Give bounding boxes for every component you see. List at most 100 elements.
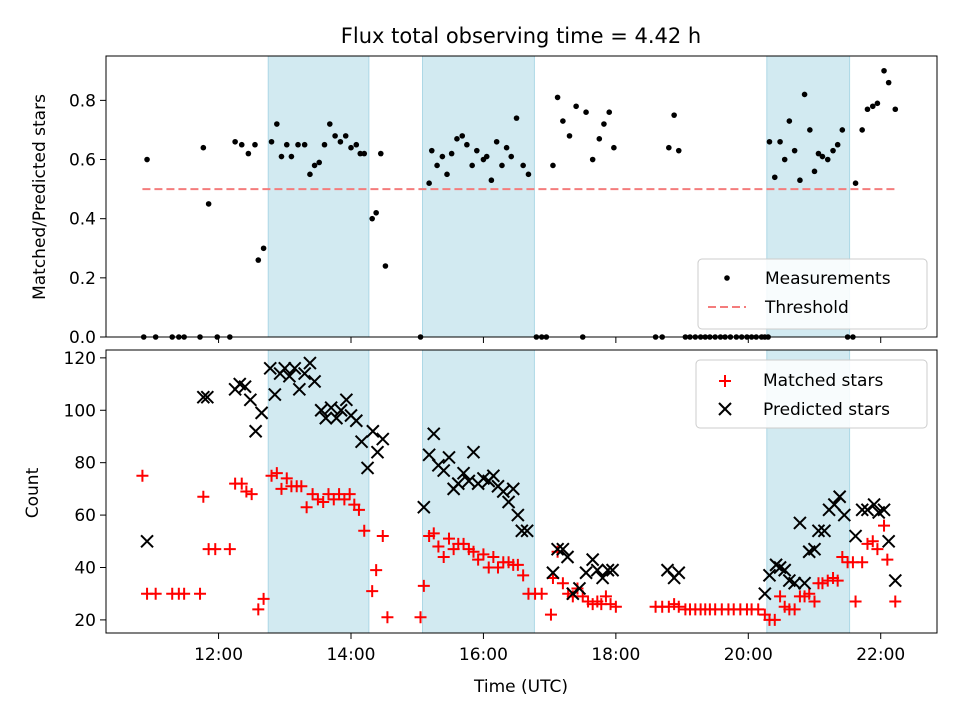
matched-star-point [472,553,485,566]
bottom-y-axis-label: Count [23,467,43,518]
predicted-star-point [556,542,570,556]
predicted-star-point [307,374,322,389]
measurement-point [464,141,470,148]
predicted-star-point [319,411,333,425]
x-tick-label: 16:00 [459,645,508,665]
y-tick-label: 0.8 [69,91,96,111]
measurement-point [499,162,505,169]
predicted-star-point [811,524,826,538]
predicted-star-point [238,379,252,394]
matched-star-point [381,611,394,624]
matched-star-point [240,485,253,498]
matched-star-point [317,495,330,508]
top-axes-frame [105,55,938,338]
measurement-point [295,141,301,148]
matched-star-point [836,551,849,564]
measurement-point [205,201,212,207]
measurement-point [801,91,808,98]
matched-star-point [856,556,869,569]
matched-star-point [604,598,617,611]
matched-star-point [306,488,319,501]
measurement-point [839,127,846,133]
measurement-point [885,79,892,86]
predicted-star-point [837,508,852,522]
top-y-ticks: 0.0 0.2 0.4 0.6 0.8 [69,91,106,348]
predicted-star-point [817,524,832,538]
measurement-point [566,133,573,139]
measurement-point [666,144,672,151]
measurement-point [288,153,295,160]
matched-star-point [245,488,258,501]
measurement-point [377,150,384,157]
matched-star-point [136,469,149,482]
shaded-interval [422,349,535,634]
matched-star-point [370,564,383,577]
matched-star-point [752,603,765,616]
measurement-point [815,150,822,157]
y-tick-label: 40 [74,558,96,578]
legend-label-matched: Matched stars [763,371,883,391]
predicted-star-point [546,566,560,580]
matched-star-point [871,543,884,556]
predicted-star-point [496,484,510,499]
matched-star-point [343,488,356,501]
matched-star-point [491,561,504,574]
legend-marker-predicted [718,402,732,416]
matched-star-point [338,493,351,506]
measurement-point [583,109,589,115]
predicted-star-point [354,435,369,449]
measurement-point [771,174,778,181]
y-tick-label: 80 [74,454,96,474]
matched-star-point [417,579,430,592]
predicted-star-point [248,424,263,438]
measurement-point [550,162,556,169]
predicted-star-point [585,552,600,567]
measurement-point [332,133,338,139]
predicted-star-point [797,576,812,590]
measurement-point [675,147,682,154]
measurement-point [444,171,450,178]
predicted-star-point [360,461,375,475]
measurement-point [830,147,836,154]
predicted-star-point [451,476,465,491]
measurement-point [601,121,607,127]
measurement-point [439,153,446,160]
measurement-point [573,103,579,110]
matched-star-point [609,600,622,613]
matched-star-point [209,543,222,556]
measurement-point [824,156,831,163]
predicted-star-point [243,393,258,407]
matched-star-point [333,488,346,501]
matched-star-point [511,558,524,571]
legend-marker-measurements [724,275,730,281]
predicted-star-point [196,390,211,404]
predicted-star-point [282,369,297,383]
measurement-point [283,141,290,148]
measurement-point [459,133,466,139]
matched-star-point [788,603,801,616]
y-tick-label: 20 [74,611,96,631]
matched-star-point [803,587,816,600]
predicted-star-point [442,450,456,465]
predicted-star-point [787,576,802,590]
matched-star-point [544,608,557,621]
top-y-axis-label: Matched/Predicted stars [30,94,50,300]
top-legend-box [697,258,928,330]
matched-star-point [376,530,389,543]
matched-star-point [358,524,371,537]
measurement-point [554,94,561,101]
measurement-point [361,150,368,157]
measurement-point [454,136,460,142]
predicted-star-point [793,516,807,530]
bottom-legend: Matched stars Predicted stars [695,359,928,429]
predicted-star-point [314,403,328,417]
predicted-star-point [506,482,520,496]
measurement-point [474,147,480,154]
matched-star-point [366,585,379,598]
measurement-point [859,127,865,133]
measurement-point [560,118,566,124]
predicted-star-point [605,563,620,577]
predicted-star-point [867,497,881,512]
matched-star-point [808,595,821,608]
x-tick-label: 18:00 [591,645,640,665]
